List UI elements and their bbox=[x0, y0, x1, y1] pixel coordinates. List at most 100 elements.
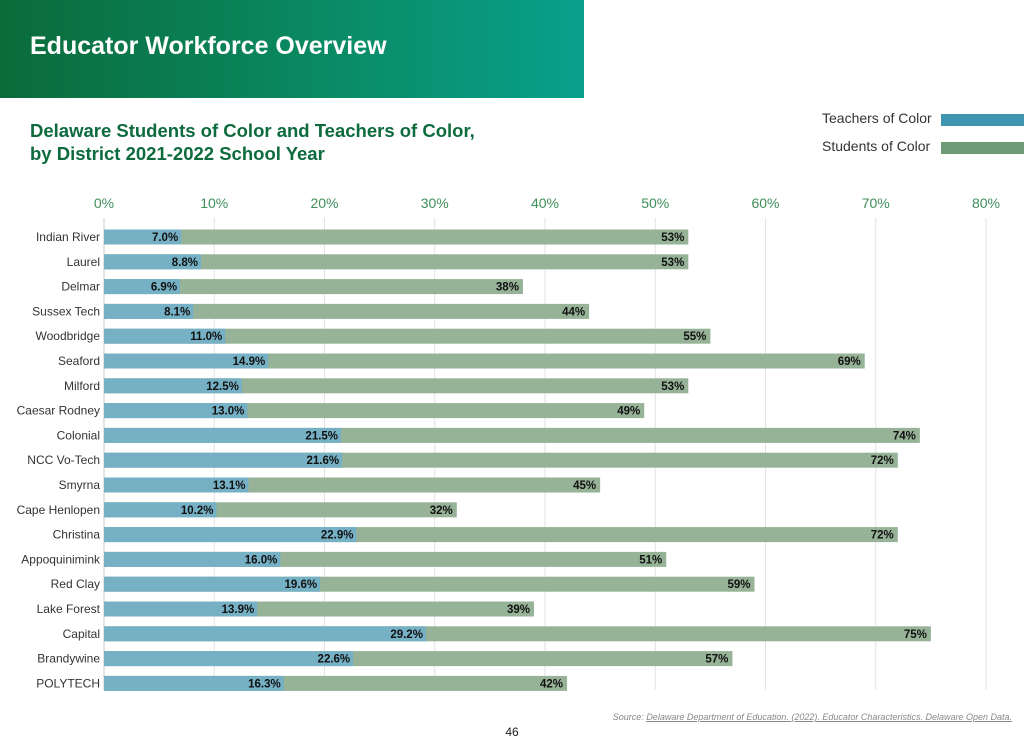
bar-teachers-of-color bbox=[104, 601, 258, 617]
data-label-students: 57% bbox=[705, 654, 728, 666]
data-label-students: 69% bbox=[838, 356, 861, 368]
bar-teachers-of-color bbox=[104, 427, 342, 443]
data-label-students: 39% bbox=[507, 604, 530, 616]
category-label: Christina bbox=[53, 528, 101, 542]
data-label-teachers: 7.0% bbox=[152, 232, 178, 244]
data-label-teachers: 11.0% bbox=[190, 331, 222, 343]
bar-teachers-of-color bbox=[104, 303, 194, 319]
legend-label-teachers: Teachers of Color bbox=[822, 110, 932, 126]
legend-swatch-teachers bbox=[941, 114, 1024, 126]
data-label-students: 72% bbox=[871, 530, 894, 542]
data-label-students: 32% bbox=[430, 505, 453, 517]
data-label-teachers: 21.5% bbox=[305, 430, 338, 442]
bar-teachers-of-color bbox=[104, 651, 354, 667]
data-label-teachers: 22.6% bbox=[318, 654, 351, 666]
category-label: Seaford bbox=[58, 354, 100, 368]
page-number: 46 bbox=[505, 725, 519, 739]
category-label: Woodbridge bbox=[36, 329, 101, 343]
bar-teachers-of-color bbox=[104, 279, 181, 295]
x-tick-label: 50% bbox=[641, 195, 669, 211]
category-label: Laurel bbox=[67, 255, 100, 269]
header-banner: Educator Workforce Overview bbox=[0, 0, 584, 98]
data-label-teachers: 16.3% bbox=[248, 678, 281, 690]
bar-teachers-of-color bbox=[104, 328, 226, 344]
data-label-teachers: 13.0% bbox=[212, 406, 245, 418]
category-label: Smyrna bbox=[59, 478, 101, 492]
chart-title: Delaware Students of Color and Teachers … bbox=[30, 119, 590, 165]
data-label-teachers: 13.9% bbox=[222, 604, 255, 616]
category-label: Red Clay bbox=[51, 577, 100, 591]
bar-students-of-color bbox=[104, 254, 689, 270]
data-label-teachers: 8.1% bbox=[164, 306, 190, 318]
bar-teachers-of-color bbox=[104, 527, 357, 543]
data-label-teachers: 14.9% bbox=[233, 356, 266, 368]
category-label: Sussex Tech bbox=[32, 304, 100, 318]
bar-teachers-of-color bbox=[104, 452, 343, 468]
bar-students-of-color bbox=[104, 229, 689, 245]
category-label: Brandywine bbox=[37, 652, 100, 666]
bar-teachers-of-color bbox=[104, 403, 248, 419]
bar-teachers-of-color bbox=[104, 254, 202, 270]
data-label-students: 72% bbox=[871, 455, 894, 467]
category-label: Appoquinimink bbox=[21, 552, 101, 566]
category-label: Cape Henlopen bbox=[17, 503, 100, 517]
legend-swatch-students bbox=[941, 142, 1024, 154]
x-tick-label: 60% bbox=[751, 195, 779, 211]
bar-teachers-of-color bbox=[104, 576, 321, 592]
category-label: Delmar bbox=[61, 280, 100, 294]
bar-teachers-of-color bbox=[104, 626, 426, 642]
bar-teachers-of-color bbox=[104, 378, 242, 394]
category-label: Caesar Rodney bbox=[17, 404, 100, 418]
page-title: Educator Workforce Overview bbox=[30, 32, 387, 60]
data-label-teachers: 22.9% bbox=[321, 530, 354, 542]
data-label-teachers: 6.9% bbox=[151, 282, 177, 294]
bar-students-of-color bbox=[104, 328, 711, 344]
category-label: Indian River bbox=[36, 230, 100, 244]
data-label-teachers: 8.8% bbox=[172, 257, 198, 269]
x-tick-label: 80% bbox=[972, 195, 1000, 211]
category-label: Colonial bbox=[57, 428, 100, 442]
category-label: POLYTECH bbox=[36, 676, 100, 690]
bar-teachers-of-color bbox=[104, 502, 217, 518]
source-prefix: Source: bbox=[612, 712, 644, 722]
chart-title-line-1: Delaware Students of Color and Teachers … bbox=[30, 120, 475, 141]
data-label-teachers: 12.5% bbox=[206, 381, 239, 393]
category-label: NCC Vo-Tech bbox=[27, 453, 100, 467]
data-label-students: 59% bbox=[727, 579, 750, 591]
x-tick-label: 20% bbox=[310, 195, 338, 211]
bar-students-of-color bbox=[104, 378, 689, 394]
x-tick-label: 30% bbox=[421, 195, 449, 211]
bar-students-of-color bbox=[104, 279, 523, 295]
bar-teachers-of-color bbox=[104, 477, 249, 493]
source-note: Source: Delaware Department of Education… bbox=[613, 712, 1012, 722]
data-label-students: 44% bbox=[562, 306, 585, 318]
data-label-teachers: 10.2% bbox=[181, 505, 214, 517]
bar-teachers-of-color bbox=[104, 229, 182, 245]
category-label: Lake Forest bbox=[37, 602, 101, 616]
category-label: Capital bbox=[63, 627, 100, 641]
data-label-teachers: 16.0% bbox=[245, 554, 278, 566]
bar-teachers-of-color bbox=[104, 675, 284, 691]
data-label-students: 74% bbox=[893, 430, 916, 442]
x-tick-label: 70% bbox=[862, 195, 890, 211]
category-label: Milford bbox=[64, 379, 100, 393]
source-link[interactable]: Delaware Department of Education. (2022)… bbox=[646, 712, 1012, 722]
x-tick-label: 0% bbox=[94, 195, 114, 211]
bar-students-of-color bbox=[104, 303, 590, 319]
legend-label-students: Students of Color bbox=[822, 138, 931, 154]
data-label-students: 38% bbox=[496, 282, 519, 294]
x-tick-label: 40% bbox=[531, 195, 559, 211]
data-label-teachers: 21.6% bbox=[307, 455, 340, 467]
data-label-students: 49% bbox=[617, 406, 640, 418]
bar-students-of-color bbox=[104, 353, 865, 369]
data-label-teachers: 13.1% bbox=[213, 480, 246, 492]
data-label-students: 51% bbox=[639, 554, 662, 566]
chart-title-line-2: by District 2021-2022 School Year bbox=[30, 143, 325, 164]
data-label-teachers: 19.6% bbox=[284, 579, 317, 591]
bar-chart: 0% 10% 20% 30% 40% 50% 60% 70% 80% Indian River 7.… bbox=[17, 195, 1000, 691]
data-label-students: 53% bbox=[661, 257, 684, 269]
data-label-students: 42% bbox=[540, 678, 563, 690]
data-label-students: 75% bbox=[904, 629, 927, 641]
data-label-students: 45% bbox=[573, 480, 596, 492]
data-label-students: 53% bbox=[661, 381, 684, 393]
